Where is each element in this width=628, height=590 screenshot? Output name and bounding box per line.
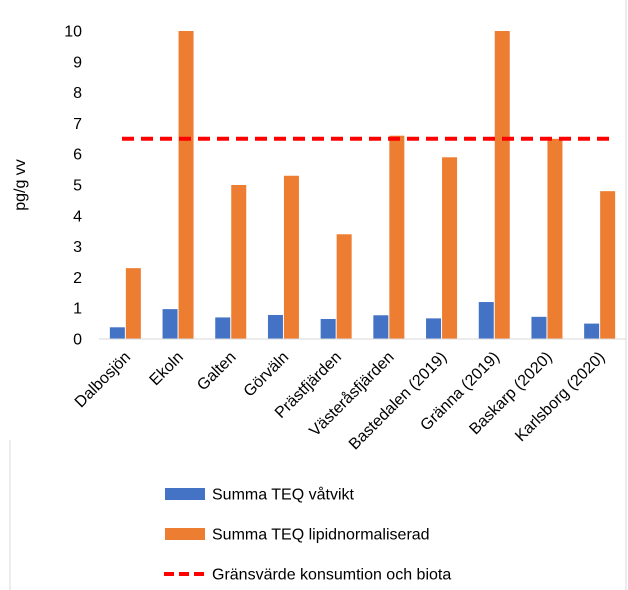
legend-swatch-summa-teq-vatvikt [165,488,205,500]
x-tick-label: Dalbosjön [72,349,134,411]
y-tick-label: 10 [64,24,82,41]
legend-label-reference-line: Gränsvärde konsumtion och biota [212,567,451,584]
legend-swatch-summa-teq-lipidnormaliserad [165,528,205,540]
bar-summa-teq-vatvikt [320,318,336,339]
bar-summa-teq-lipidnormaliserad [600,191,616,339]
y-tick-label: 2 [73,270,82,287]
y-tick-label: 0 [73,332,82,349]
x-axis: Dalbosjön Ekoln Galten GörvälnPrästfjärdenV… [72,348,609,453]
bar-summa-teq-vatvikt [162,309,178,339]
y-axis-title: pg/g vv [12,159,29,211]
x-tick-label: Ekoln [147,349,187,389]
y-tick-label: 4 [73,208,82,225]
bar-summa-teq-lipidnormaliserad [231,185,247,339]
bar-summa-teq-vatvikt [531,316,547,339]
y-tick-label: 1 [73,301,82,318]
bar-summa-teq-vatvikt [584,323,600,339]
bar-summa-teq-lipidnormaliserad [547,138,563,339]
x-tick-label: Karlsborg (2020) [512,349,608,445]
bar-summa-teq-vatvikt [478,302,494,339]
bar-summa-teq-vatvikt [215,317,231,339]
x-tick-label: Galten [194,349,239,394]
legend: Summa TEQ våtvikt Summa TEQ lipidnormalis… [164,486,451,584]
x-tick-label: Görväln [241,349,293,401]
y-tick-label: 8 [73,85,82,102]
bar-summa-teq-lipidnormaliserad [442,157,458,339]
bar-summa-teq-lipidnormaliserad [283,175,299,339]
bar-summa-teq-lipidnormaliserad [178,31,194,339]
x-tick-label: Bastedalen (2019) [346,349,450,453]
bar-summa-teq-lipidnormaliserad [494,31,510,339]
y-tick-label: 7 [73,116,82,133]
bar-summa-teq-vatvikt [426,318,442,339]
legend-label-summa-teq-lipidnormaliserad: Summa TEQ lipidnormaliserad [212,527,430,544]
y-tick-label: 3 [73,239,82,256]
y-tick-label: 6 [73,147,82,164]
bar-summa-teq-lipidnormaliserad [125,268,141,339]
y-axis: 0 1 2 3 4 5 6 7 8 9 10 [64,24,82,349]
bar-summa-teq-lipidnormaliserad [389,135,405,339]
bar-summa-teq-vatvikt [373,315,389,339]
y-tick-label: 9 [73,54,82,71]
bar-summa-teq-lipidnormaliserad [336,234,352,339]
bar-summa-teq-vatvikt [109,327,125,339]
legend-label-summa-teq-vatvikt: Summa TEQ våtvikt [212,486,355,504]
y-tick-label: 5 [73,178,82,195]
bars [109,31,616,339]
bar-summa-teq-vatvikt [267,314,283,339]
